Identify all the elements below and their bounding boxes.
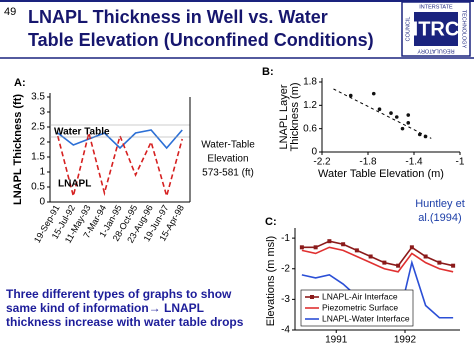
x-tick-label: 1991 [325, 335, 348, 346]
annotation: LNAPL [58, 179, 91, 190]
y-tick-label: -1 [281, 233, 290, 244]
y2-axis-label: 573-581 (ft) [202, 168, 254, 179]
legend-label: LNAPL-Air Interface [322, 291, 398, 301]
data-point [394, 115, 399, 119]
y-tick-label: -3 [281, 294, 290, 305]
x-axis-label: Water Table Elevation (m) [318, 168, 444, 180]
body-text: Three different types of graphs to show … [6, 287, 244, 329]
y2-axis-label: Elevation [207, 154, 248, 165]
data-line [301, 246, 454, 273]
logo-block [414, 12, 458, 46]
y-axis-label: Thickness (m) [289, 82, 301, 151]
data-point [400, 126, 405, 131]
legend-label: LNAPL-Water Interface [322, 313, 410, 323]
data-point [417, 132, 422, 137]
data-line [57, 132, 183, 199]
data-point [371, 91, 376, 96]
data-marker [354, 248, 359, 253]
x-tick-label: 1992 [394, 335, 417, 346]
y-tick-label: 2.5 [31, 122, 45, 133]
data-line [57, 129, 183, 150]
data-point [389, 111, 393, 115]
y-axis-label: LNAPL Layer [278, 84, 290, 149]
title: LNAPL Thickness in Well vs. Water [28, 7, 328, 27]
data-point [406, 121, 411, 125]
y-tick-label: -4 [281, 325, 290, 336]
x-tick-label: -1.4 [405, 157, 423, 168]
y-axis-label: LNAPL Thickness (ft) [12, 94, 24, 205]
y-tick-label: 1.5 [31, 152, 45, 163]
data-point [377, 107, 382, 112]
logo-text: REGULATORY [417, 48, 455, 54]
y-tick-label: -2 [281, 263, 290, 274]
annotation: Water Table [54, 127, 110, 138]
data-marker [341, 242, 346, 247]
top-rule [0, 0, 474, 2]
y2-axis-label: Water-Table [201, 140, 255, 151]
data-point [348, 93, 353, 98]
y-tick-label: 1 [39, 167, 45, 178]
x-tick-label: -1 [456, 157, 465, 168]
data-marker [437, 260, 442, 265]
data-marker [423, 254, 428, 259]
y-tick-label: 0.5 [31, 182, 45, 193]
logo-mark: ITRC [413, 18, 460, 40]
x-tick-label: -2.2 [313, 157, 331, 168]
y-tick-label: 2 [39, 137, 45, 148]
y-tick-label: 0 [311, 147, 317, 158]
data-line [301, 240, 454, 267]
data-marker [327, 239, 332, 244]
panel-label: B: [262, 66, 274, 78]
data-marker [396, 263, 401, 268]
y-tick-label: 3.5 [31, 92, 45, 103]
source-note: Huntley et [415, 198, 465, 210]
data-marker [382, 260, 387, 265]
logo-text: TECHNOLOGY [461, 10, 467, 49]
legend-marker [310, 295, 314, 299]
logo-text: INTERSTATE [419, 4, 453, 10]
logo-text: COUNCIL [405, 17, 411, 42]
data-marker [313, 245, 318, 250]
trend-line [333, 88, 432, 139]
legend-box [300, 289, 414, 327]
panel-label: A: [14, 77, 26, 89]
y-tick-label: 0 [39, 197, 45, 208]
source-note: al.(1994) [418, 212, 461, 224]
data-marker [299, 245, 304, 250]
data-point [406, 113, 411, 117]
y-tick-label: 1.2 [303, 100, 317, 111]
data-point [423, 134, 428, 139]
x-tick-label: -1.8 [359, 157, 377, 168]
data-marker [409, 245, 414, 250]
y-tick-label: 1.8 [303, 77, 317, 88]
slide-number: 49 [4, 6, 16, 18]
y-tick-label: 0.6 [303, 123, 317, 134]
data-marker [368, 254, 373, 259]
panel-label: C: [265, 216, 277, 228]
y-axis-label: Elevations (m msl) [265, 236, 277, 326]
legend-label: Piezometric Surface [322, 302, 398, 312]
data-marker [451, 263, 456, 268]
y-tick-label: 3 [39, 107, 45, 118]
title: Table Elevation (Unconfined Conditions) [28, 30, 374, 50]
